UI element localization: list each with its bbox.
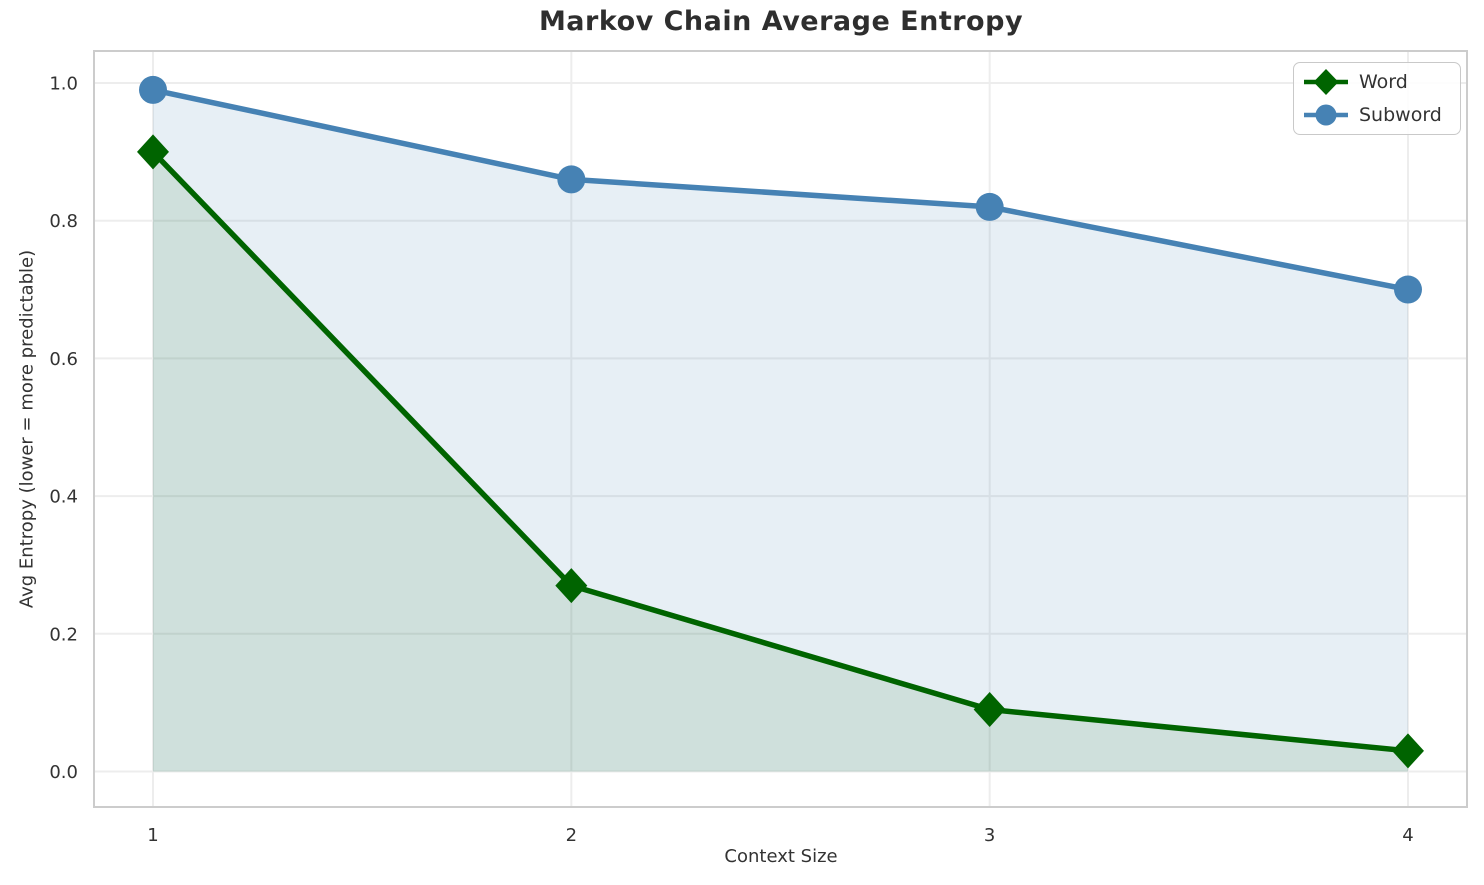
subword-line (150, 87, 1411, 293)
word-marker (555, 568, 588, 604)
plot-border (93, 50, 1468, 808)
subword-marker (557, 165, 586, 194)
x-axis-label: Context Size (724, 846, 838, 867)
word-line (150, 149, 1411, 754)
x-tick-label: 3 (984, 825, 995, 846)
subword-marker (139, 75, 167, 104)
word-marker (973, 692, 1006, 728)
chart-title: Markov Chain Average Entropy (538, 6, 1024, 37)
y-tick-label: 0.2 (49, 624, 78, 645)
y-tick-label: 0.8 (49, 211, 78, 232)
y-tick-label: 0.0 (49, 762, 78, 783)
subword-circle-legend-icon (1304, 104, 1348, 126)
word-marker (137, 134, 169, 170)
x-tick-label: 1 (147, 825, 158, 846)
subword-area (153, 89, 1408, 772)
y-tick-label: 0.6 (49, 349, 78, 370)
word-area (153, 151, 1408, 772)
y-tick-label: 1.0 (49, 74, 78, 95)
x-tick-label: 2 (566, 825, 577, 846)
legend-item-word: Word (1303, 68, 1451, 96)
word-marker (1391, 733, 1424, 769)
subword-marker (1393, 275, 1422, 304)
y-tick-label: 0.4 (49, 487, 78, 508)
word-diamond-legend-icon (1304, 69, 1348, 96)
legend-label-word: Word (1359, 71, 1408, 94)
subword-marker (975, 192, 1004, 221)
y-axis-label: Avg Entropy (lower = more predictable) (16, 249, 38, 609)
x-tick-label: 4 (1402, 825, 1413, 846)
legend-label-subword: Subword (1359, 103, 1442, 126)
legend: Word Subword (1293, 62, 1461, 135)
legend-item-subword: Subword (1303, 101, 1451, 129)
